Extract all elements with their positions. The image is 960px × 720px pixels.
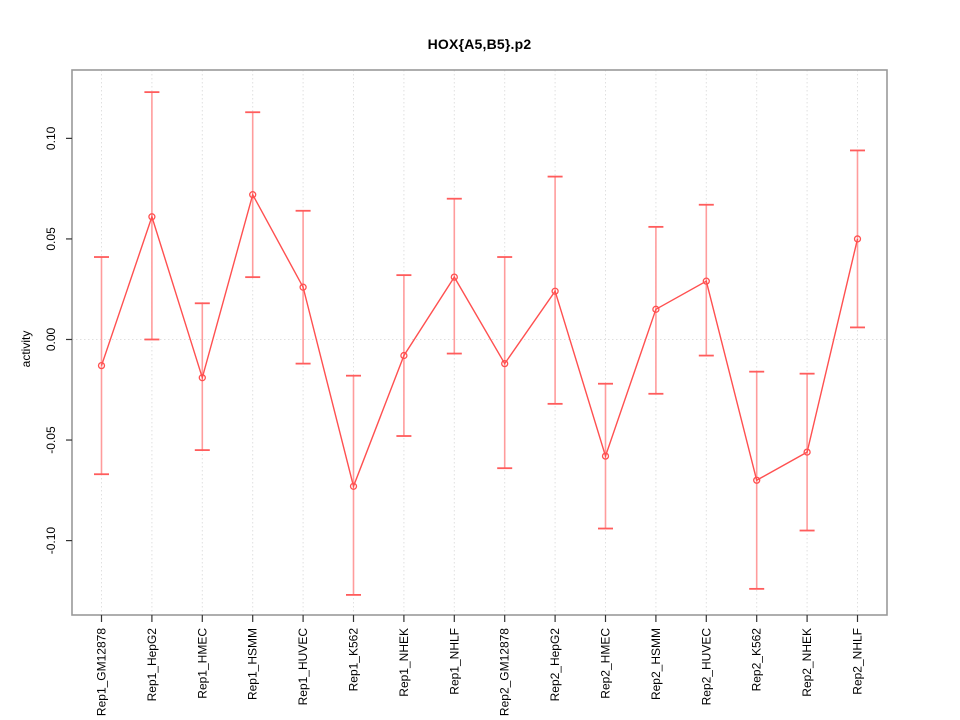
x-tick-label: Rep1_HSMM bbox=[246, 628, 260, 700]
x-tick-label: Rep2_GM12878 bbox=[498, 628, 512, 716]
x-tick-label: Rep1_NHEK bbox=[397, 628, 411, 697]
x-tick-label: Rep1_NHLF bbox=[447, 628, 461, 695]
data-point bbox=[551, 287, 559, 295]
y-tick-label: -0.10 bbox=[44, 527, 58, 555]
y-tick-label: 0.00 bbox=[44, 327, 58, 351]
y-tick-label: 0.05 bbox=[44, 227, 58, 251]
x-tick-label: Rep1_K562 bbox=[347, 628, 361, 692]
data-point bbox=[601, 452, 610, 460]
data-point bbox=[853, 235, 862, 243]
plot-border bbox=[71, 69, 888, 616]
x-tick-label: Rep1_HMEC bbox=[195, 628, 209, 699]
data-point bbox=[249, 191, 257, 199]
data-point bbox=[148, 213, 156, 221]
x-tick-label: Rep2_HMEC bbox=[599, 628, 613, 699]
x-tick-label: Rep2_HUVEC bbox=[699, 628, 713, 706]
data-point bbox=[198, 374, 206, 382]
data-point bbox=[450, 273, 458, 281]
y-tick-label: -0.05 bbox=[44, 426, 58, 454]
data-point bbox=[753, 476, 761, 484]
x-tick-label: Rep1_HUVEC bbox=[296, 628, 310, 706]
chart-title: HOX{A5,B5}.p2 bbox=[427, 36, 532, 52]
data-point bbox=[501, 359, 509, 368]
x-tick-label: Rep2_K562 bbox=[750, 628, 764, 692]
x-tick-label: Rep2_HepG2 bbox=[548, 628, 562, 702]
data-point bbox=[400, 351, 408, 360]
data-point bbox=[349, 482, 358, 490]
x-tick-label: Rep2_HSMM bbox=[649, 628, 663, 700]
data-point bbox=[299, 283, 307, 291]
x-tick-label: Rep2_NHEK bbox=[800, 628, 814, 697]
data-point bbox=[702, 277, 710, 285]
y-tick-label: 0.10 bbox=[44, 126, 58, 150]
x-tick-label: Rep2_NHLF bbox=[851, 628, 865, 695]
data-point bbox=[652, 305, 660, 313]
x-tick-label: Rep1_HepG2 bbox=[145, 628, 159, 702]
x-tick-label: Rep1_GM12878 bbox=[95, 628, 109, 716]
data-point bbox=[97, 361, 106, 370]
data-point bbox=[803, 448, 811, 456]
series-line bbox=[100, 192, 859, 489]
